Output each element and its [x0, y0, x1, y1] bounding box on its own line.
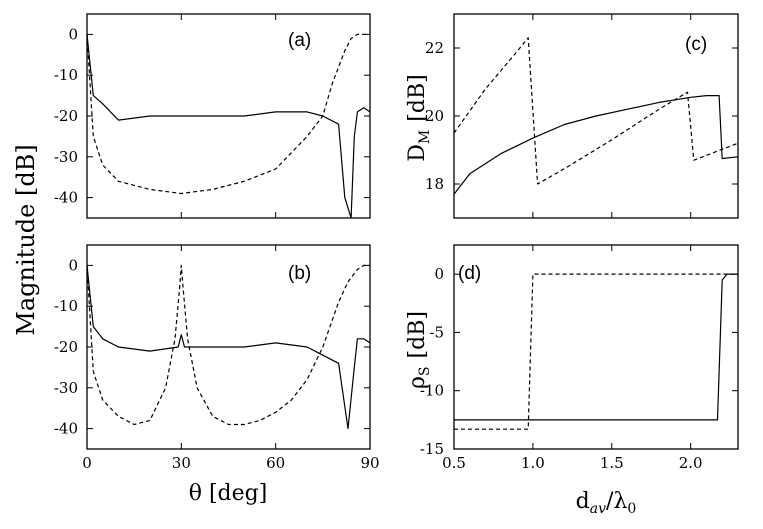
- panel-d-frame: [453, 244, 739, 450]
- panel-a: 0 -10 -20 -30 -40: [54, 13, 371, 219]
- panel-b-series-solid: [86, 265, 371, 430]
- panel-a-series-dashed: [86, 33, 370, 195]
- panel-d-x-tick-label: 2.0: [679, 454, 703, 472]
- x-axis-label-theta: θ [deg]: [189, 481, 268, 506]
- y-axis-label-rho: ρS [dB]: [405, 311, 433, 389]
- dav-sub: av: [590, 501, 606, 517]
- panel-a-y-tick-label: -20: [54, 107, 78, 125]
- rho-sub: S: [417, 366, 433, 376]
- panel-c-series-solid: [453, 95, 739, 195]
- panel-b-x-tick-label: 60: [266, 454, 285, 472]
- panel-b-x-tick-label: 30: [172, 454, 191, 472]
- y-axis-label-dm: DM [dB]: [405, 74, 433, 161]
- dm-sub: M: [417, 130, 433, 144]
- panel-d-y-tick-label: -10: [420, 382, 444, 400]
- panel-a-y-tick-label: -40: [54, 189, 78, 207]
- dm-main: D: [405, 144, 430, 162]
- panel-b-y-tick-label: -20: [54, 338, 78, 356]
- rho-unit: [dB]: [405, 311, 430, 358]
- panel-d-series-solid: [454, 273, 738, 421]
- panel-b-series-dashed: [86, 264, 370, 426]
- panel-d-x-tick-label: 0.5: [442, 454, 466, 472]
- x-axis-label-dav: dav/λ0: [576, 489, 637, 517]
- panel-b-x-tick-label: 0: [82, 454, 92, 472]
- panel-b-y-tick-label: 0: [68, 256, 78, 274]
- panel-d: 0.5 1.0 1.5 2.0 0 -5 -10 -15: [420, 244, 739, 472]
- panel-b-y-tick-label: -30: [54, 379, 78, 397]
- panel-label-b: (b): [288, 263, 311, 284]
- dm-unit: [dB]: [405, 74, 430, 121]
- panel-c: 18 20 22: [425, 13, 739, 219]
- dav-slash: /λ: [606, 489, 627, 514]
- panel-b: 0 30 60 90 0 -10 -20 -30 -40: [54, 244, 380, 472]
- panel-a-y-tick-label: -10: [54, 66, 78, 84]
- panel-d-x-tick-label: 1.5: [600, 454, 624, 472]
- panel-c-y-tick-label: 20: [425, 107, 444, 125]
- panel-a-y-tick-label: -30: [54, 148, 78, 166]
- panel-d-x-tick-label: 1.0: [521, 454, 545, 472]
- panel-d-y-tick-label: -5: [429, 323, 444, 341]
- panel-b-x-tick-label: 90: [360, 454, 379, 472]
- panel-label-c: (c): [685, 34, 707, 55]
- panel-label-a: (a): [288, 30, 311, 51]
- panel-c-y-tick-label: 18: [425, 175, 444, 193]
- panel-c-y-tick-label: 22: [425, 39, 444, 57]
- panel-a-series-solid: [86, 34, 371, 219]
- panel-label-d: (d): [458, 263, 481, 284]
- panel-d-y-tick-label: 0: [434, 265, 444, 283]
- y-axis-label-magnitude: Magnitude [dB]: [12, 144, 40, 335]
- panel-d-y-tick-label: -15: [420, 440, 444, 458]
- panel-d-series-dashed: [454, 273, 738, 430]
- panel-a-y-tick-label: 0: [68, 25, 78, 43]
- dav-d: d: [576, 489, 590, 514]
- rho-main: ρ: [405, 376, 430, 389]
- panel-c-series-dashed: [453, 37, 739, 185]
- panel-b-y-tick-label: -10: [54, 297, 78, 315]
- panel-b-y-tick-label: -40: [54, 420, 78, 438]
- dav-zero: 0: [627, 501, 636, 517]
